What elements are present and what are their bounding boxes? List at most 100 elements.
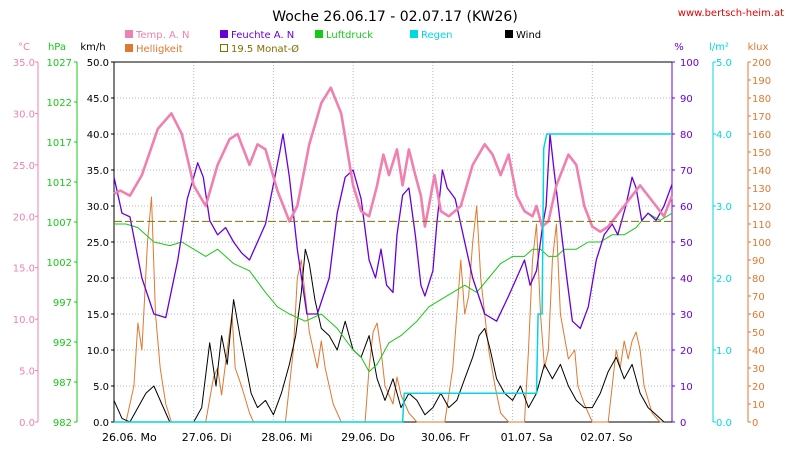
pressure-tick-label: 1017: [47, 138, 72, 149]
brightness-tick-label: 180: [752, 94, 771, 105]
temp-tick-label: 30.0: [13, 109, 35, 120]
humidity-tick-label: 90: [680, 94, 693, 105]
humidity-tick-label: 20: [680, 346, 693, 357]
brightness-tick-label: 40: [752, 346, 765, 357]
humidity-tick-label: 40: [680, 274, 693, 285]
rain-tick-label: 4.0: [716, 130, 732, 141]
legend-swatch-pressure: [315, 30, 323, 38]
series-pressure: [114, 212, 673, 373]
rain-tick-label: 2.0: [716, 274, 732, 285]
unit-label-humidity: %: [674, 42, 684, 53]
pressure-tick-label: 1022: [47, 98, 72, 109]
wind-tick-label: 25.0: [87, 238, 109, 249]
brightness-tick-label: 70: [752, 292, 765, 303]
rain-tick-label: 5.0: [716, 58, 732, 69]
legend-swatch-avg: [220, 44, 228, 52]
brightness-tick-label: 200: [752, 58, 771, 69]
wind-tick-label: 5.0: [93, 382, 109, 393]
temp-tick-label: 0.0: [19, 418, 35, 429]
brightness-tick-label: 110: [752, 220, 771, 231]
temp-tick-label: 5.0: [19, 367, 35, 378]
brightness-tick-label: 130: [752, 184, 771, 195]
brightness-tick-label: 60: [752, 310, 765, 321]
humidity-tick-label: 100: [680, 58, 699, 69]
legend-label-avg: 19.5 Monat-Ø: [231, 43, 299, 55]
x-axis-day-labels: 26.06. Mo 27.06. Di 28.06. Mi 29.06. Do 30.0…: [102, 431, 633, 444]
day-label: 27.06. Di: [182, 431, 232, 444]
legend-swatch-rain: [410, 30, 418, 38]
legend-label-wind: Wind: [516, 30, 541, 41]
chart-title: Woche 26.06.17 - 02.07.17 (KW26): [272, 9, 518, 25]
brightness-tick-label: 50: [752, 328, 765, 339]
legend-swatch-wind: [505, 30, 513, 38]
rain-tick-label: 0.0: [716, 418, 732, 429]
legend-label-rain: Regen: [421, 30, 453, 41]
pressure-tick-label: 982: [53, 418, 72, 429]
day-label: 28.06. Mi: [261, 431, 312, 444]
legend-label-temp: Temp. A. N: [135, 30, 190, 41]
unit-label-temp: °C: [18, 42, 30, 53]
brightness-tick-label: 190: [752, 76, 771, 87]
brightness-tick-label: 30: [752, 364, 765, 375]
brightness-tick-label: 20: [752, 382, 765, 393]
brightness-tick-label: 80: [752, 274, 765, 285]
brightness-tick-label: 120: [752, 202, 771, 213]
wind-tick-label: 15.0: [87, 310, 109, 321]
rain-tick-label: 3.0: [716, 202, 732, 213]
brightness-tick-label: 90: [752, 256, 765, 267]
legend-swatch-temp: [125, 30, 133, 38]
brightness-tick-label: 0: [752, 418, 758, 429]
rain-tick-label: 1.0: [716, 346, 732, 357]
series-temp: [113, 86, 674, 233]
humidity-tick-label: 0: [680, 418, 686, 429]
humidity-tick-label: 80: [680, 130, 693, 141]
humidity-tick-label: 10: [680, 382, 693, 393]
humidity-tick-label: 70: [680, 166, 693, 177]
brightness-tick-label: 140: [752, 166, 771, 177]
unit-label-pressure: hPa: [48, 42, 66, 53]
brightness-tick-label: 150: [752, 148, 771, 159]
day-label: 01.07. Sa: [501, 431, 553, 444]
legend-label-pressure: Luftdruck: [326, 30, 373, 41]
humidity-tick-label: 60: [680, 202, 693, 213]
brightness-tick-label: 170: [752, 112, 771, 123]
pressure-tick-label: 997: [53, 298, 72, 309]
legend-swatch-brightness: [125, 44, 133, 52]
wind-tick-label: 20.0: [87, 274, 109, 285]
grid-lines: [114, 62, 672, 422]
brightness-tick-label: 160: [752, 130, 771, 141]
series-humidity: [113, 133, 673, 330]
brightness-tick-label: 100: [752, 238, 771, 249]
brightness-tick-label: 10: [752, 400, 765, 411]
legend-swatch-humidity: [220, 30, 228, 38]
legend: Temp. A. N Feuchte A. N Luftdruck Regen Wind…: [125, 30, 541, 55]
pressure-tick-label: 1002: [47, 258, 72, 269]
wind-tick-label: 0.0: [93, 418, 109, 429]
temp-tick-label: 35.0: [13, 58, 35, 69]
temp-tick-label: 10.0: [13, 315, 35, 326]
unit-label-wind: km/h: [80, 42, 105, 53]
day-label: 02.07. So: [580, 431, 632, 444]
wind-tick-label: 45.0: [87, 94, 109, 105]
wind-tick-label: 50.0: [87, 58, 109, 69]
website-link[interactable]: www.bertsch-heim.at: [678, 8, 784, 19]
axes: 35.0 30.0 25.0 20.0 15.0 10.0 5.0 0.0 1027 1022 10…: [13, 58, 771, 429]
unit-label-brightness: klux: [748, 42, 769, 53]
unit-label-rain: l/m²: [709, 42, 729, 53]
pressure-tick-label: 992: [53, 338, 72, 349]
day-label: 29.06. Do: [341, 431, 395, 444]
temp-tick-label: 15.0: [13, 264, 35, 275]
day-label: 26.06. Mo: [102, 431, 157, 444]
wind-tick-label: 40.0: [87, 130, 109, 141]
temp-tick-label: 20.0: [13, 212, 35, 223]
humidity-tick-label: 30: [680, 310, 693, 321]
wind-tick-label: 35.0: [87, 166, 109, 177]
legend-label-brightness: Helligkeit: [136, 44, 183, 55]
pressure-tick-label: 1012: [47, 178, 72, 189]
pressure-tick-label: 1007: [47, 218, 72, 229]
axis-unit-labels: °C hPa km/h% l/m² klux: [18, 42, 768, 53]
series-rain: [114, 133, 672, 423]
pressure-tick-label: 1027: [47, 58, 72, 69]
legend-label-humidity: Feuchte A. N: [231, 30, 294, 41]
